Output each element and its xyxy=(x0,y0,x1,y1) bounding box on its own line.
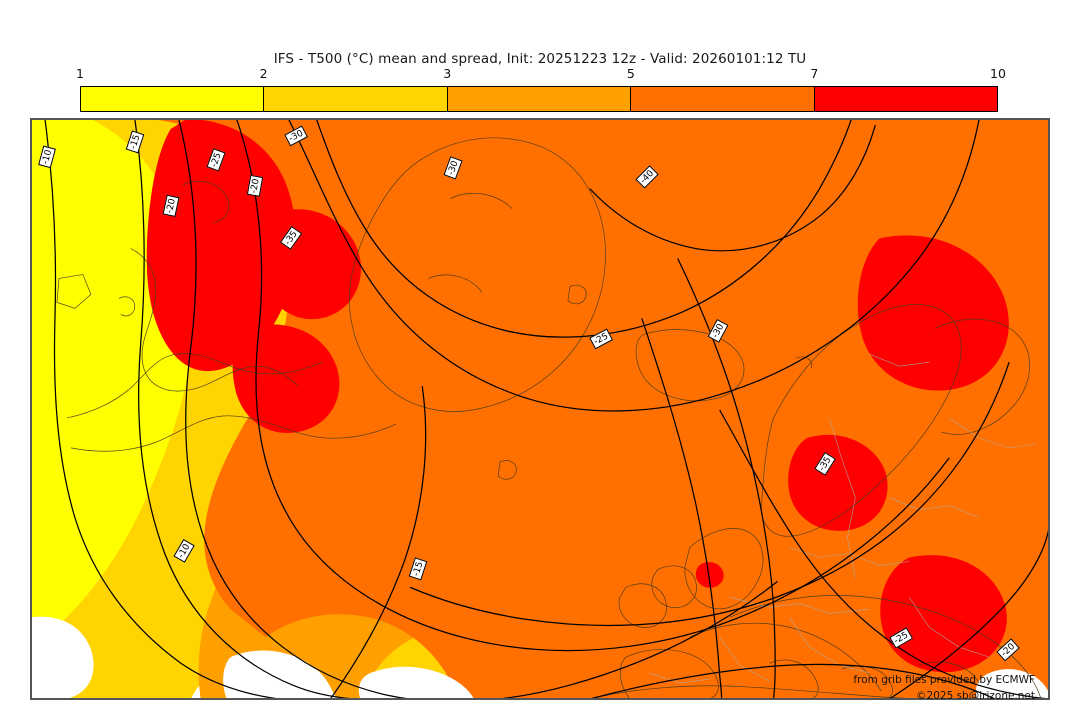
spread-red-blob-right xyxy=(880,555,1007,673)
colorbar-segment-2-3 xyxy=(264,87,448,111)
contour-lines-layer xyxy=(44,119,1049,699)
colorbar-tick-3: 3 xyxy=(443,66,452,81)
colorbar: 1 2 3 5 7 10 xyxy=(76,66,1006,112)
low-spread-pocket-s2 xyxy=(358,666,475,699)
credit-copyright: ©2025 sb@irizone.net xyxy=(916,690,1035,700)
colorbar-tick-10: 10 xyxy=(990,66,1006,81)
spread-red-blob-east xyxy=(857,235,1009,391)
colorbar-segment-3-5 xyxy=(447,87,632,111)
colorbar-gradient xyxy=(80,86,998,112)
low-spread-pocket-se xyxy=(975,669,1049,699)
colorbar-segment-7-10 xyxy=(814,87,998,111)
colorbar-tick-5: 5 xyxy=(626,66,635,81)
low-spread-pocket-sw xyxy=(31,616,94,699)
spread-core-max xyxy=(173,128,274,331)
colorbar-tick-labels: 1 2 3 5 7 10 xyxy=(76,66,1006,84)
country-borders-layer xyxy=(649,353,1038,684)
map-field-svg xyxy=(31,119,1049,699)
spread-blob-d xyxy=(666,532,778,638)
map-frame-border xyxy=(31,119,1049,699)
colorbar-segment-1-2 xyxy=(81,87,265,111)
colorbar-tick-2: 2 xyxy=(259,66,268,81)
spread-red-speck-1 xyxy=(695,562,724,588)
map-canvas[interactable]: -10 -15 -20 -25 -30 -35 -20 -30 -40 -25 -30 -10 -15-… xyxy=(30,118,1050,700)
spread-core-east-2 xyxy=(232,324,340,433)
colorbar-tick-7: 7 xyxy=(810,66,819,81)
colorbar-segment-5-7 xyxy=(631,87,815,111)
colorbar-tick-1: 1 xyxy=(76,66,84,81)
spread-red-blob-se xyxy=(788,434,888,531)
credit-source: from grib files provided by ECMWF xyxy=(853,674,1035,686)
page-title: IFS - T500 (°C) mean and spread, Init: 2… xyxy=(273,51,807,67)
